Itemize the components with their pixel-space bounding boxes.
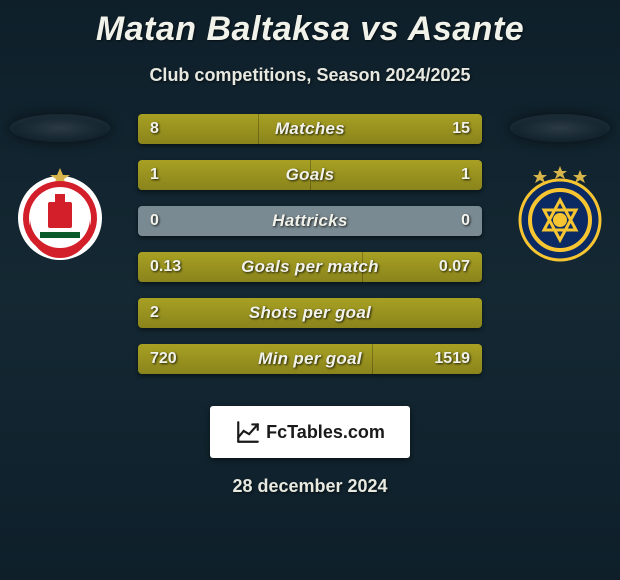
- stat-label: Hattricks: [272, 211, 347, 231]
- stat-label: Min per goal: [258, 349, 362, 369]
- stat-value-left: 0.13: [150, 258, 181, 276]
- club-crest-right: [510, 162, 610, 262]
- stat-value-right: 0.07: [439, 258, 470, 276]
- stat-value-left: 0: [150, 212, 159, 230]
- player-right-placeholder: [510, 114, 610, 142]
- stat-label: Goals per match: [241, 257, 379, 277]
- player-left-slot: [10, 114, 110, 274]
- stat-label: Shots per goal: [249, 303, 371, 323]
- subtitle: Club competitions, Season 2024/2025: [0, 65, 620, 86]
- page-title: Matan Baltaksa vs Asante: [0, 0, 620, 49]
- stat-label: Goals: [286, 165, 335, 185]
- date-label: 28 december 2024: [0, 476, 620, 497]
- player-right-slot: [510, 114, 610, 274]
- stat-value-right: 0: [461, 212, 470, 230]
- stat-value-left: 2: [150, 304, 159, 322]
- stat-value-right: 15: [452, 120, 470, 138]
- stat-bar: 2 Shots per goal: [138, 298, 482, 328]
- stat-value-right: 1: [461, 166, 470, 184]
- maccabi-crest-icon: [510, 162, 610, 262]
- stat-bars: 8 15 Matches 1 1 Goals 0 0 Hattricks 0.13 0.07 Goal…: [138, 114, 482, 390]
- hapoel-crest-icon: [10, 162, 110, 262]
- player-left-placeholder: [10, 114, 110, 142]
- comparison-panel: 8 15 Matches 1 1 Goals 0 0 Hattricks 0.13 0.07 Goal…: [0, 114, 620, 394]
- stat-value-left: 8: [150, 120, 159, 138]
- brand-text: FcTables.com: [266, 422, 385, 443]
- stat-bar: 1 1 Goals: [138, 160, 482, 190]
- stat-value-left: 720: [150, 350, 177, 368]
- brand-box: FcTables.com: [210, 406, 410, 458]
- stat-bar: 0 0 Hattricks: [138, 206, 482, 236]
- stat-bar: 0.13 0.07 Goals per match: [138, 252, 482, 282]
- stat-bar: 720 1519 Min per goal: [138, 344, 482, 374]
- stat-label: Matches: [275, 119, 345, 139]
- club-crest-left: [10, 162, 110, 262]
- chart-icon: [235, 419, 261, 445]
- stat-value-right: 1519: [434, 350, 470, 368]
- stat-value-left: 1: [150, 166, 159, 184]
- stat-bar: 8 15 Matches: [138, 114, 482, 144]
